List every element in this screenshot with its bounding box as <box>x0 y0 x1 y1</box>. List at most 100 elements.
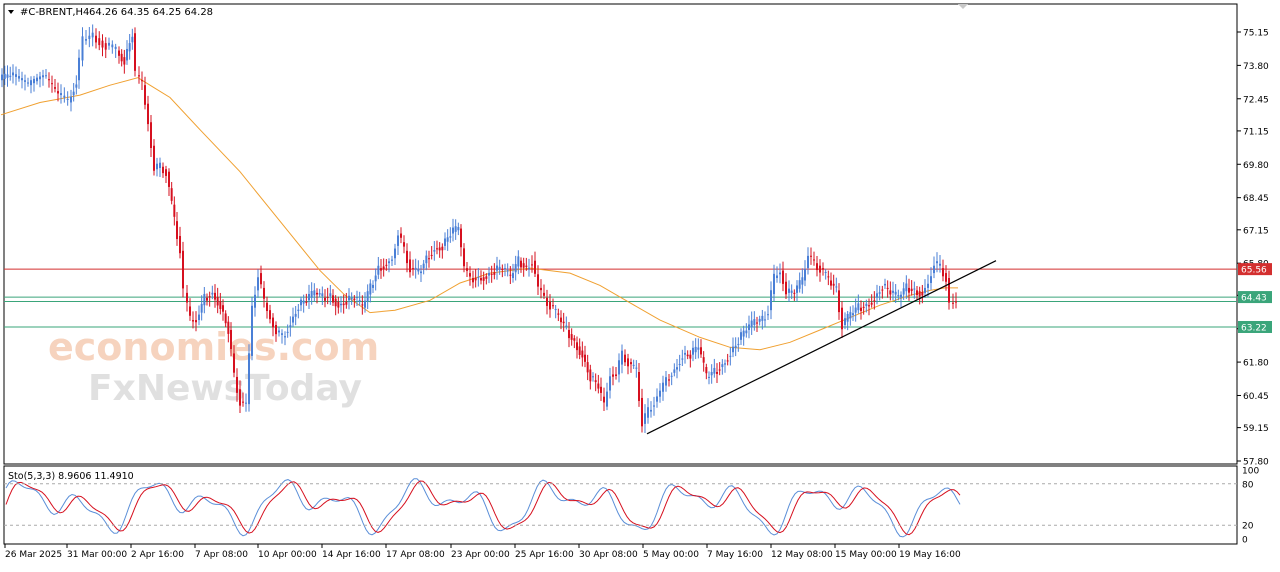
candle-body <box>477 277 480 279</box>
candle-body <box>446 237 449 242</box>
candle-body <box>230 329 232 350</box>
candle-body <box>385 264 388 266</box>
candle-body <box>430 254 433 256</box>
candle-body <box>517 256 520 267</box>
time-tick-label: 7 Apr 08:00 <box>195 550 248 560</box>
candle-body <box>927 283 929 288</box>
candle-body <box>745 330 748 334</box>
candle-body <box>615 374 617 376</box>
candle-body <box>123 57 126 65</box>
candle-body <box>272 317 274 328</box>
candle-body <box>684 352 686 355</box>
candle-body <box>942 268 944 277</box>
stochastic-axis: 100 80 20 0 <box>4 467 1259 546</box>
candle-body <box>95 35 97 43</box>
candle-body <box>374 275 377 282</box>
candle-body <box>224 313 227 324</box>
candle-body <box>586 362 589 373</box>
candle-body <box>305 301 308 303</box>
candle-body <box>945 273 947 282</box>
time-axis[interactable]: 26 Mar 2025 31 Mar 00:00 2 Apr 16:00 7 Apr … <box>4 544 961 560</box>
candle-body <box>313 290 316 296</box>
candle-body <box>816 263 818 271</box>
candle-body <box>894 291 897 295</box>
candle-body <box>865 303 868 307</box>
candle-body <box>78 57 80 81</box>
candle-body <box>144 85 146 105</box>
candle-body <box>568 329 570 339</box>
triangle-down-icon[interactable] <box>8 10 14 14</box>
candle-body <box>742 330 745 337</box>
candle-body <box>254 294 256 308</box>
candle-body <box>761 315 764 321</box>
candle-body <box>852 313 854 316</box>
time-tick-label: 26 Mar 2025 <box>5 550 62 560</box>
time-tick-label: 12 May 08:00 <box>771 550 833 560</box>
candle-body <box>670 375 673 377</box>
time-tick-label: 2 Apr 16:00 <box>131 550 184 560</box>
candle-body <box>292 316 294 323</box>
candle-body <box>104 43 107 50</box>
candle-body <box>236 376 238 393</box>
candle-body <box>118 50 120 56</box>
candle-body <box>570 334 573 340</box>
candle-body <box>753 319 756 326</box>
ascending-trendline[interactable] <box>646 260 997 435</box>
candle-body <box>33 78 35 84</box>
candle-body <box>482 277 485 281</box>
candle-body <box>578 346 581 355</box>
candle-body <box>592 376 594 378</box>
candle-body <box>211 292 214 295</box>
candle-body <box>150 122 152 148</box>
candle-body <box>239 389 241 406</box>
candle-body <box>417 268 420 272</box>
candle-body <box>697 347 700 350</box>
candle-body <box>24 80 26 82</box>
candle-body <box>653 405 655 407</box>
candle-body <box>356 297 358 299</box>
candle-body <box>606 391 608 407</box>
stochastic-lines <box>5 478 961 538</box>
candle-body <box>310 290 313 298</box>
candle-body <box>873 300 876 302</box>
candle-body <box>366 291 369 302</box>
candle-body <box>3 73 6 79</box>
scroll-marker-icon[interactable] <box>958 4 968 9</box>
candle-body <box>656 396 658 402</box>
candle-body <box>504 268 506 270</box>
candle-body <box>650 409 652 412</box>
candle-body <box>662 382 664 392</box>
candle-body <box>838 290 840 313</box>
candle-body <box>506 270 509 272</box>
candle-body <box>573 338 576 341</box>
candle-body <box>219 301 222 310</box>
candle-body <box>948 278 950 303</box>
candle-body <box>807 255 809 269</box>
candle-body <box>397 235 399 246</box>
candle-body <box>734 345 737 349</box>
candle-body <box>340 303 342 306</box>
price-panel[interactable] <box>3 3 1238 465</box>
candle-body <box>463 248 465 267</box>
candle-body <box>900 294 902 298</box>
candle-body <box>173 204 176 217</box>
level-tag <box>1238 320 1272 333</box>
candle-body <box>364 300 366 308</box>
candle-body <box>269 310 271 320</box>
candle-body <box>358 300 361 302</box>
candle-body <box>824 272 827 274</box>
candle-body <box>176 221 178 240</box>
candle-body <box>189 306 191 316</box>
trendline[interactable] <box>646 260 997 435</box>
candle-body <box>726 360 729 362</box>
candle-body <box>673 369 676 373</box>
candle-body <box>377 265 380 275</box>
candle-body <box>659 390 661 397</box>
candle-body <box>45 75 47 77</box>
candle-body <box>908 287 910 293</box>
candle-body <box>939 263 941 266</box>
candle-body <box>342 303 345 306</box>
candle-body <box>665 377 667 386</box>
candle-body <box>750 320 753 328</box>
